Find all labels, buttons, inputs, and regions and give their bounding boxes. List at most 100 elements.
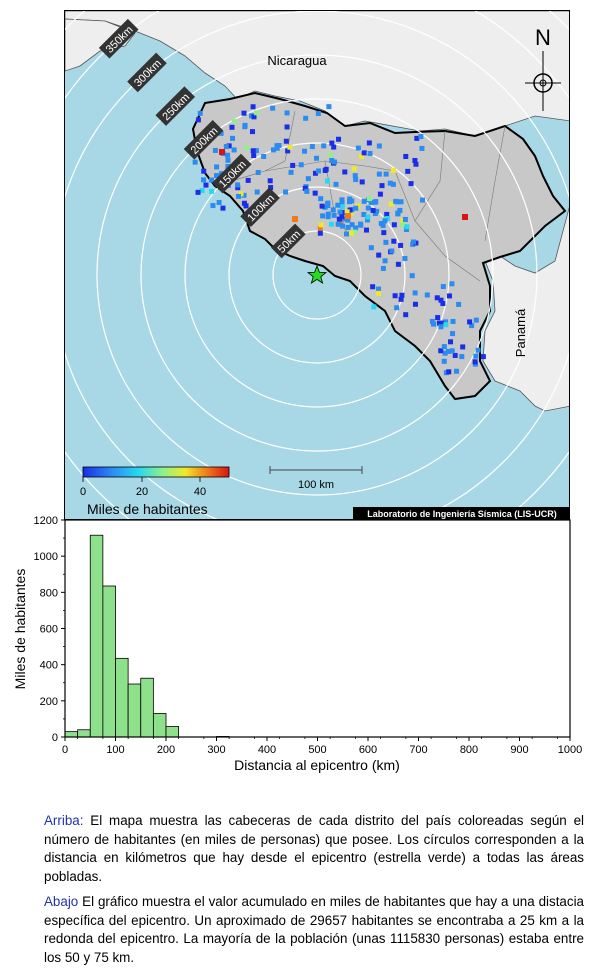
population-marker (318, 222, 324, 228)
caption-bottom: Abajo El gráfico muestra el valor acumul… (44, 893, 584, 967)
population-marker (385, 216, 391, 222)
population-marker (382, 258, 388, 264)
x-tick-label: 1000 (558, 744, 582, 756)
population-marker (230, 135, 236, 141)
population-marker (400, 222, 406, 228)
population-marker (254, 110, 260, 116)
population-marker (328, 152, 334, 158)
population-marker (438, 324, 444, 330)
histogram-bar (77, 729, 91, 738)
population-marker (395, 261, 401, 267)
population-marker (339, 204, 345, 210)
population-marker (214, 164, 220, 170)
north-label: N (535, 25, 551, 50)
population-marker (318, 196, 324, 202)
population-marker (336, 136, 342, 142)
population-marker (446, 293, 452, 299)
histogram-panel: 0 100 200 300 400 500 600 700 800 900 1000 0 200 400 6… (0, 515, 590, 780)
population-marker (332, 159, 338, 165)
population-marker (372, 199, 378, 205)
population-marker (397, 207, 403, 213)
population-marker (242, 124, 248, 130)
population-marker (351, 229, 357, 235)
population-marker (371, 304, 377, 310)
legend-tick-0: 0 (80, 486, 86, 498)
population-marker (435, 315, 441, 321)
population-marker (335, 221, 341, 227)
map-panel: 50km 100km 150km 200km 250km 300km 350km Nicar… (64, 10, 570, 520)
population-marker (317, 225, 323, 231)
population-marker (388, 201, 394, 207)
population-marker (195, 189, 201, 195)
population-marker (274, 145, 280, 151)
population-marker (413, 161, 419, 167)
population-marker (384, 211, 390, 217)
population-marker (366, 196, 372, 202)
population-marker (403, 312, 409, 318)
population-marker (383, 171, 389, 177)
histogram-bar (89, 534, 104, 738)
population-marker (358, 221, 364, 227)
y-tick-label: 600 (40, 624, 58, 636)
distance-ring (228, 186, 406, 364)
population-marker (243, 203, 249, 209)
population-marker (434, 295, 440, 301)
population-marker (218, 130, 224, 136)
histogram-bar (152, 713, 167, 738)
population-marker (325, 214, 331, 220)
population-marker (368, 245, 374, 251)
population-marker (469, 323, 475, 329)
population-marker (335, 202, 341, 208)
population-marker (319, 203, 325, 209)
population-marker (253, 148, 259, 154)
population-marker (403, 226, 409, 232)
legend-tick-40: 40 (194, 486, 206, 498)
population-marker (440, 284, 446, 290)
population-marker (366, 140, 372, 146)
population-marker (199, 188, 205, 194)
population-marker (395, 210, 401, 216)
population-marker (331, 212, 337, 218)
population-marker (303, 115, 309, 121)
histogram-bar (127, 683, 142, 738)
population-marker (342, 169, 348, 175)
population-marker (399, 292, 405, 298)
population-marker (268, 185, 274, 191)
distance-ring (140, 98, 494, 452)
population-marker (402, 216, 408, 222)
population-marker (370, 207, 376, 213)
population-marker (353, 205, 359, 211)
population-marker (450, 331, 456, 337)
population-marker (460, 344, 466, 350)
population-marker (208, 177, 214, 183)
population-marker (342, 216, 348, 222)
population-marker (418, 134, 424, 140)
population-marker (376, 252, 382, 258)
population-marker (340, 223, 346, 229)
population-marker (333, 181, 339, 187)
caption-top: Arriba: El mapa muestra las cabeceras de… (44, 812, 584, 886)
y-tick-label: 1200 (34, 515, 58, 527)
legend-tick-20: 20 (136, 486, 148, 498)
population-marker (345, 213, 351, 219)
population-marker (209, 188, 215, 194)
population-marker (381, 230, 387, 236)
population-marker (241, 192, 247, 198)
population-marker (351, 166, 357, 172)
population-marker (393, 198, 399, 204)
population-marker (261, 153, 267, 159)
population-marker (231, 118, 237, 124)
population-marker (248, 113, 254, 119)
population-marker (449, 348, 455, 354)
population-marker (438, 348, 444, 354)
population-marker (231, 147, 237, 153)
population-marker (337, 209, 343, 215)
population-marker (402, 255, 408, 261)
population-marker (339, 199, 345, 205)
population-marker (376, 286, 382, 292)
population-marker (225, 152, 231, 158)
legend-title: Miles de habitantes (87, 501, 208, 517)
population-marker (241, 200, 247, 206)
population-marker (359, 179, 365, 185)
population-marker (398, 242, 404, 248)
